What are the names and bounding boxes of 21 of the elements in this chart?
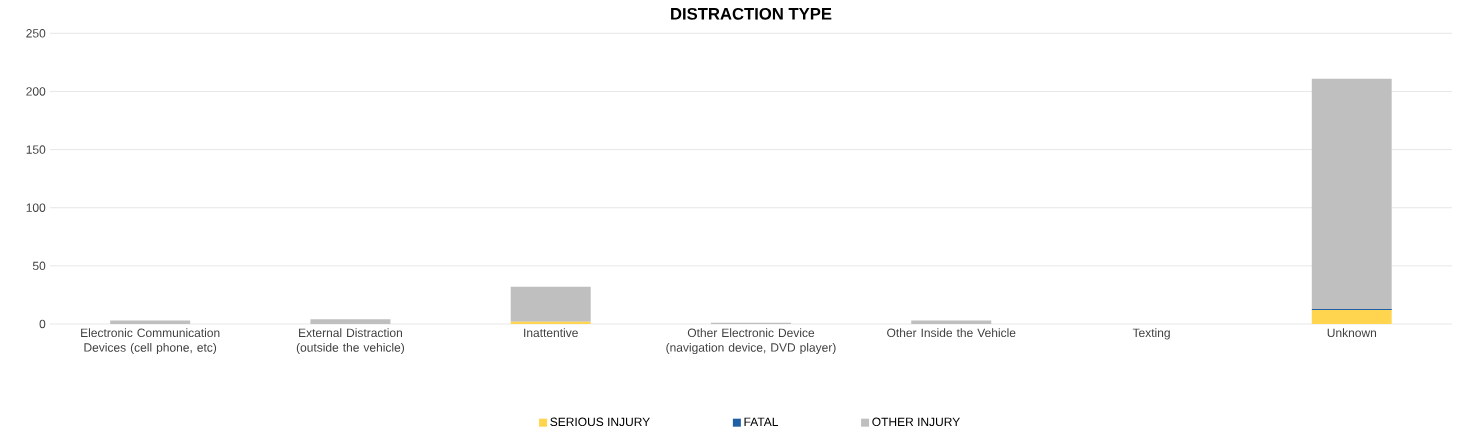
y-tick-label: 200 xyxy=(26,87,46,96)
x-tick-label: Unknown xyxy=(1327,328,1377,338)
x-tick-label: Other Inside the Vehicle xyxy=(887,328,1016,338)
bar xyxy=(510,286,591,322)
y-tick-label: 250 xyxy=(26,29,46,38)
legend-label: FATAL xyxy=(744,417,779,426)
bar xyxy=(1311,310,1392,324)
legend-label: OTHER INJURY xyxy=(872,417,960,427)
y-tick-label: 100 xyxy=(26,203,46,212)
y-tick-label: 0 xyxy=(39,319,46,329)
chart-title: DISTRACTION TYPE xyxy=(671,7,832,20)
x-tick-label: Inattentive xyxy=(524,328,578,338)
x-tick-label: External Distraction (outside the vehicle) xyxy=(296,328,405,355)
x-tick-label: Texting xyxy=(1132,328,1170,340)
bar xyxy=(310,319,391,324)
x-tick-label: Other Electronic Device (navigation device, DVD player) xyxy=(666,328,836,355)
x-tick-label: Electronic Communication Devices (cell phone, etc) xyxy=(81,328,220,355)
y-tick-label: 50 xyxy=(32,261,46,271)
y-tick-label: 150 xyxy=(26,145,46,154)
bar xyxy=(1311,78,1392,309)
legend-label: SERIOUS INJURY xyxy=(550,417,650,427)
